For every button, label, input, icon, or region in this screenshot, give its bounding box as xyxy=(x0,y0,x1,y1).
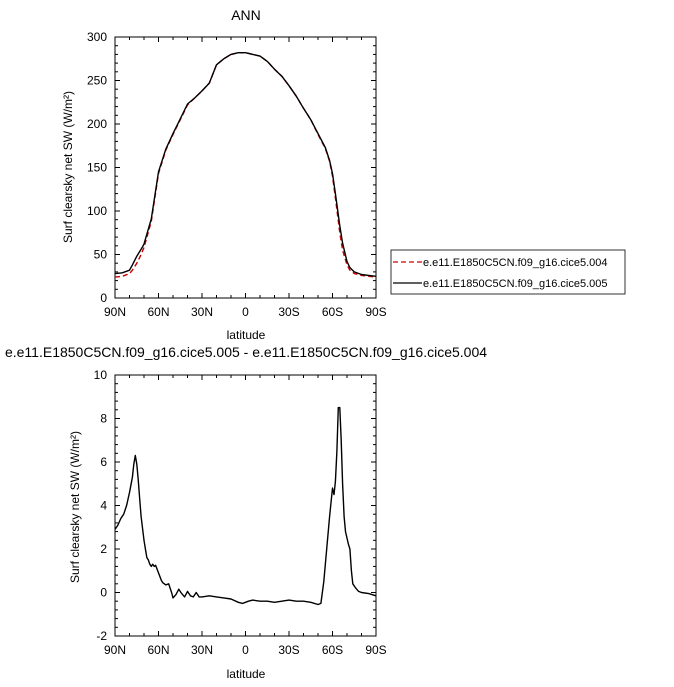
top-x-tick-label: 90N xyxy=(104,305,126,319)
top-series-group xyxy=(114,52,377,278)
top-panel: ANN 90N 60N 30N 0 30S 60S 90S 0 50 100 150 200 250 30… xyxy=(61,7,626,342)
bottom-panel: e.e11.E1850C5CN.f09_g16.cice5.005 - e.e1… xyxy=(5,344,487,681)
top-y-tick-label: 300 xyxy=(87,30,107,44)
legend-box xyxy=(390,249,626,295)
top-y-tick-label: 200 xyxy=(87,117,107,131)
top-x-tick-label: 0 xyxy=(242,305,249,319)
top-y-tick-label: 50 xyxy=(94,248,108,262)
top-ticks-group: 90N 60N 30N 0 30S 60S 90S 0 50 100 150 200 250 300 xyxy=(87,30,387,319)
top-y-tick-label: 0 xyxy=(100,291,107,305)
top-x-tick-label: 60S xyxy=(322,305,343,319)
top-x-axis-title: latitude xyxy=(227,328,266,342)
legend-label-004: e.e11.E1850C5CN.f09_g16.cice5.004 xyxy=(423,257,608,269)
top-y-axis-title: Surf clearsky net SW (W/m²) xyxy=(61,91,75,243)
bottom-y-tick-label: -2 xyxy=(96,629,107,643)
bottom-y-tick-label: 8 xyxy=(100,412,107,426)
top-x-tick-label: 60N xyxy=(147,305,169,319)
top-x-tick-label: 30N xyxy=(191,305,213,319)
bottom-y-tick-label: 6 xyxy=(100,455,107,469)
top-plot-frame xyxy=(114,36,377,299)
legend: e.e11.E1850C5CN.f09_g16.cice5.004 e.e11.… xyxy=(390,249,626,295)
bottom-y-tick-label: 4 xyxy=(100,499,107,513)
top-y-tick-label: 150 xyxy=(87,161,107,175)
bottom-x-tick-label: 60S xyxy=(322,643,343,657)
legend-label-005: e.e11.E1850C5CN.f09_g16.cice5.005 xyxy=(423,278,608,290)
bottom-series-line-1 xyxy=(114,406,377,606)
bottom-ticks-group: 90N 60N 30N 0 30S 60S 90S -2 0 2 4 6 8 10 xyxy=(94,368,387,657)
bottom-x-axis-title: latitude xyxy=(227,667,266,681)
bottom-x-tick-label: 0 xyxy=(242,643,249,657)
bottom-y-tick-label: 0 xyxy=(100,586,107,600)
bottom-x-tick-label: 90N xyxy=(104,643,126,657)
top-y-tick-label: 100 xyxy=(87,204,107,218)
top-chart-title: ANN xyxy=(231,7,261,23)
bottom-chart-title: e.e11.E1850C5CN.f09_g16.cice5.005 - e.e1… xyxy=(5,344,487,360)
top-series-line-1 xyxy=(114,52,377,278)
bottom-x-tick-label: 60N xyxy=(147,643,169,657)
bottom-y-axis-title: Surf clearsky net SW (W/m²) xyxy=(68,431,82,583)
top-series-line-2 xyxy=(114,52,377,277)
bottom-x-tick-label: 30N xyxy=(191,643,213,657)
bottom-x-tick-label: 30S xyxy=(278,643,299,657)
bottom-x-tick-label: 90S xyxy=(365,643,386,657)
bottom-plot-frame xyxy=(114,374,377,637)
bottom-series-group xyxy=(114,406,377,606)
bottom-y-tick-label: 10 xyxy=(94,368,108,382)
bottom-y-tick-label: 2 xyxy=(100,542,107,556)
top-x-tick-label: 90S xyxy=(365,305,386,319)
top-y-tick-label: 250 xyxy=(87,74,107,88)
top-x-tick-label: 30S xyxy=(278,305,299,319)
